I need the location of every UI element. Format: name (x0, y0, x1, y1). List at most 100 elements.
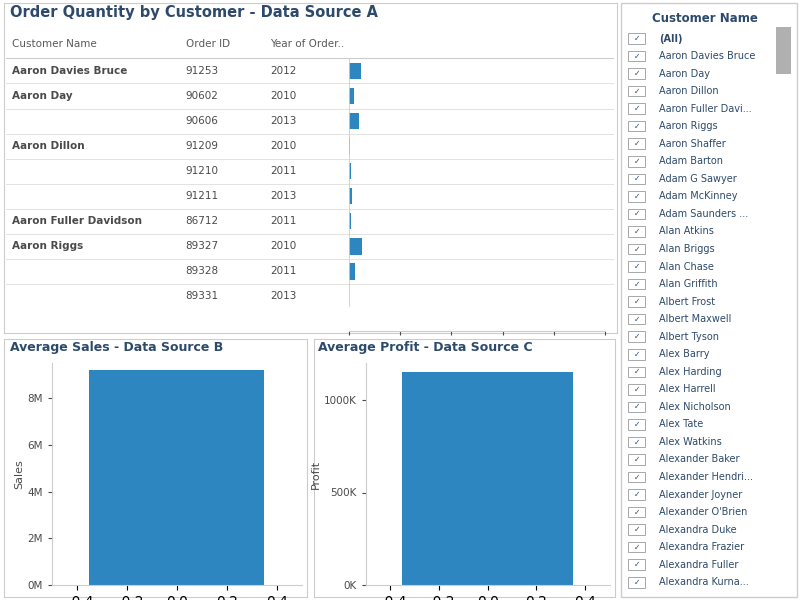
Text: ✓: ✓ (634, 52, 640, 61)
Text: ✓: ✓ (634, 262, 640, 271)
Text: Alex Watkins: Alex Watkins (659, 437, 722, 447)
Text: Aaron Davies Bruce: Aaron Davies Bruce (13, 66, 128, 76)
Text: ✓: ✓ (634, 350, 640, 359)
Text: Order ID: Order ID (185, 39, 229, 49)
Text: 89327: 89327 (185, 241, 219, 251)
Text: ✓: ✓ (634, 227, 640, 236)
Text: Average Profit - Data Source C: Average Profit - Data Source C (318, 341, 532, 354)
Text: 2010: 2010 (271, 141, 296, 151)
Bar (628, 209, 646, 219)
Bar (628, 349, 646, 359)
Text: 89328: 89328 (185, 266, 219, 277)
Bar (628, 331, 646, 342)
Text: Alex Harding: Alex Harding (659, 367, 722, 377)
Text: ✓: ✓ (634, 403, 640, 412)
Text: Alexandra Duke: Alexandra Duke (659, 524, 737, 535)
Bar (628, 191, 646, 202)
Text: Alexander Hendri...: Alexander Hendri... (659, 472, 753, 482)
Text: ✓: ✓ (634, 297, 640, 306)
Text: Customer Name: Customer Name (652, 12, 758, 25)
Text: ✓: ✓ (634, 543, 640, 552)
Text: ✓: ✓ (634, 69, 640, 78)
Text: Aaron Fuller Davidson: Aaron Fuller Davidson (13, 217, 142, 226)
Text: ✓: ✓ (634, 86, 640, 95)
Bar (628, 454, 646, 465)
Text: ✓: ✓ (634, 192, 640, 201)
Text: ✓: ✓ (634, 437, 640, 446)
Text: Alan Atkins: Alan Atkins (659, 226, 714, 236)
Text: Alex Barry: Alex Barry (659, 349, 710, 359)
Text: Alexandra Kurna...: Alexandra Kurna... (659, 577, 749, 587)
Text: 2013: 2013 (271, 292, 297, 301)
Text: ✓: ✓ (634, 508, 640, 517)
Bar (349, 188, 352, 205)
Text: 90606: 90606 (185, 116, 218, 126)
Bar (628, 490, 646, 500)
Bar (776, 27, 791, 74)
Bar (349, 163, 351, 179)
Text: Alexander O'Brien: Alexander O'Brien (659, 507, 748, 517)
Text: Year of Order..: Year of Order.. (271, 39, 345, 49)
Text: Albert Maxwell: Albert Maxwell (659, 314, 732, 324)
Bar (628, 367, 646, 377)
Text: 86712: 86712 (185, 217, 219, 226)
Text: 90602: 90602 (185, 91, 218, 101)
Text: 2010: 2010 (271, 241, 296, 251)
Text: 89331: 89331 (185, 292, 219, 301)
Text: Aaron Fuller Davi...: Aaron Fuller Davi... (659, 104, 752, 113)
Bar (402, 372, 573, 585)
Y-axis label: Sales: Sales (14, 459, 25, 489)
Text: Average Sales - Data Source B: Average Sales - Data Source B (10, 341, 223, 354)
Bar (628, 437, 646, 447)
Bar (628, 577, 646, 587)
Text: 2011: 2011 (271, 166, 297, 176)
Text: Adam Saunders ...: Adam Saunders ... (659, 209, 749, 219)
Bar (349, 113, 359, 129)
Text: Alex Nicholson: Alex Nicholson (659, 402, 731, 412)
Bar (628, 51, 646, 61)
Bar (628, 524, 646, 535)
Bar (628, 226, 646, 237)
Bar (628, 472, 646, 482)
Bar (349, 213, 351, 229)
Text: Aaron Day: Aaron Day (13, 91, 73, 101)
Text: Alexandra Frazier: Alexandra Frazier (659, 542, 745, 552)
Text: ✓: ✓ (634, 139, 640, 148)
Bar (628, 103, 646, 114)
Text: Order Quantity by Customer - Data Source A: Order Quantity by Customer - Data Source… (10, 5, 378, 20)
Text: 91253: 91253 (185, 66, 219, 76)
Bar (349, 88, 354, 104)
Text: Alexandra Fuller: Alexandra Fuller (659, 560, 739, 570)
Text: Adam McKinney: Adam McKinney (659, 191, 738, 202)
Bar (628, 401, 646, 412)
Text: Aaron Day: Aaron Day (659, 68, 710, 79)
Bar (89, 370, 264, 585)
Bar (628, 384, 646, 395)
Text: 91211: 91211 (185, 191, 219, 201)
Bar (628, 279, 646, 289)
Bar (628, 86, 646, 97)
Bar (628, 261, 646, 272)
Text: Albert Frost: Albert Frost (659, 296, 716, 307)
Text: Aaron Dillon: Aaron Dillon (659, 86, 719, 96)
Text: Aaron Dillon: Aaron Dillon (13, 141, 85, 151)
Text: ✓: ✓ (634, 560, 640, 569)
Text: Customer Name: Customer Name (13, 39, 97, 49)
Bar (628, 139, 646, 149)
Text: 2013: 2013 (271, 116, 297, 126)
Y-axis label: Profit: Profit (311, 460, 321, 488)
Text: Adam G Sawyer: Adam G Sawyer (659, 174, 737, 184)
Text: ✓: ✓ (634, 175, 640, 184)
Text: Alex Tate: Alex Tate (659, 419, 704, 430)
Text: ✓: ✓ (634, 473, 640, 482)
Bar (349, 263, 355, 280)
X-axis label: Quantity ordered new: Quantity ordered new (420, 352, 534, 362)
Bar (628, 156, 646, 167)
Text: ✓: ✓ (634, 455, 640, 464)
Bar (628, 542, 646, 553)
Text: 91210: 91210 (185, 166, 219, 176)
Text: 2011: 2011 (271, 217, 297, 226)
Bar (628, 173, 646, 184)
Text: ✓: ✓ (634, 280, 640, 289)
Text: ✓: ✓ (634, 314, 640, 323)
